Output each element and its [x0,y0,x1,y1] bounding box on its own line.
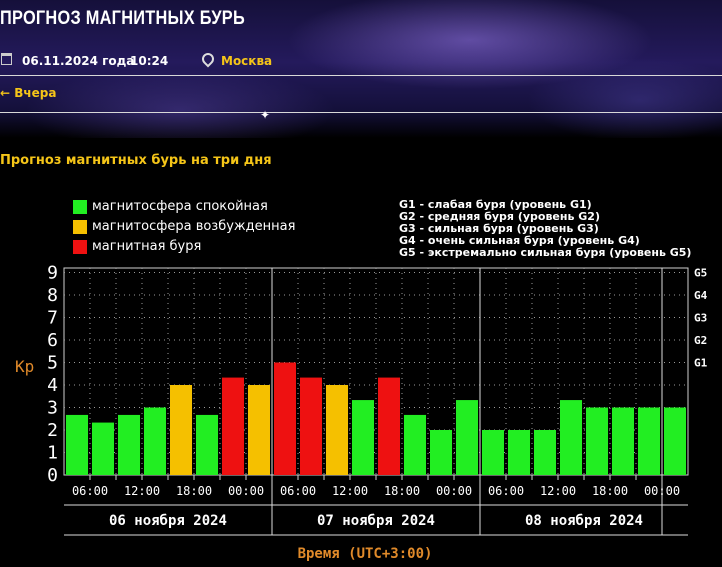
legend-active-label: магнитосфера возбужденная [92,219,296,234]
time-tick-label: 12:00 [124,484,160,498]
storm-level-g5: G5 - экстремально сильная буря (уровень … [399,246,692,259]
current-date: 06.11.2024 года [22,54,135,68]
y-tick-label: 9 [47,263,58,284]
g-level-tick-label: G1 [694,357,708,370]
kp-bar [508,430,530,475]
kp-bar [222,377,244,475]
city-link[interactable]: Москва [221,54,273,68]
y-tick-label: 0 [47,465,58,486]
kp-bar [534,430,556,475]
y-axis-label: Kp [15,357,34,376]
y-tick-label: 7 [47,308,58,329]
kp-bar [456,400,478,475]
time-tick-label: 06:00 [72,484,108,498]
current-time: 10:24 [130,54,169,68]
g-level-tick-label: G2 [694,334,707,347]
kp-bar [170,385,192,475]
y-tick-label: 5 [47,353,58,374]
storm-level-g2: G2 - средняя буря (уровень G2) [399,210,600,223]
time-tick-label: 00:00 [228,484,264,498]
kp-bar [638,407,660,475]
time-tick-label: 06:00 [280,484,316,498]
kp-bar [196,414,218,475]
legend-storm-swatch [73,240,87,254]
day-label: 07 ноября 2024 [317,513,435,529]
legend-quiet-swatch [73,200,87,214]
kp-bar [66,414,88,475]
header-divider [0,75,722,76]
y-tick-label: 1 [47,443,58,464]
time-tick-label: 18:00 [384,484,420,498]
time-tick-label: 00:00 [644,484,680,498]
header-banner [0,0,722,138]
g-level-tick-label: G4 [694,289,708,302]
section-title: Прогноз магнитных бурь на три дня [0,153,272,168]
kp-bar [144,407,166,475]
sparkle-icon: ✦ [260,108,271,122]
calendar-icon [1,53,12,65]
kp-bar [378,377,400,475]
day-label: 06 ноября 2024 [109,513,227,529]
kp-bar [300,377,322,475]
time-tick-label: 00:00 [436,484,472,498]
kp-bar [274,362,296,475]
legend-storm-label: магнитная буря [92,239,202,254]
y-tick-label: 6 [47,330,58,351]
kp-bar [612,407,634,475]
kp-bar [586,407,608,475]
storm-level-g3: G3 - сильная буря (уровень G3) [399,222,599,235]
kp-bar [352,400,374,475]
time-tick-label: 06:00 [488,484,524,498]
time-tick-label: 12:00 [332,484,368,498]
kp-bar [118,414,140,475]
kp-bar [404,414,426,475]
g-level-tick-label: G3 [694,312,707,325]
y-tick-label: 3 [47,398,58,419]
legend-quiet-label: магнитосфера спокойная [92,199,268,214]
time-tick-label: 18:00 [176,484,212,498]
y-tick-label: 8 [47,285,58,306]
legend-active-swatch [73,220,87,234]
g-level-tick-label: G5 [694,267,707,280]
kp-bar [326,385,348,475]
storm-level-g1: G1 - слабая буря (уровень G1) [399,198,592,211]
time-tick-label: 12:00 [540,484,576,498]
kp-bar [560,400,582,475]
yesterday-link[interactable]: ← Вчера [0,86,57,100]
storm-level-g4: G4 - очень сильная буря (уровень G4) [399,234,640,247]
y-tick-label: 4 [47,375,58,396]
kp-bar [430,430,452,475]
kp-bar [664,407,686,475]
x-axis-label: Время (UTC+3:00) [298,546,433,562]
page-title: ПРОГНОЗ МАГНИТНЫХ БУРЬ [0,8,245,29]
nav-divider [0,112,722,113]
time-tick-label: 18:00 [592,484,628,498]
kp-bar [482,430,504,475]
y-tick-label: 2 [47,420,58,441]
kp-bar [248,385,270,475]
day-label: 08 ноября 2024 [525,513,643,529]
kp-bar [92,422,114,475]
